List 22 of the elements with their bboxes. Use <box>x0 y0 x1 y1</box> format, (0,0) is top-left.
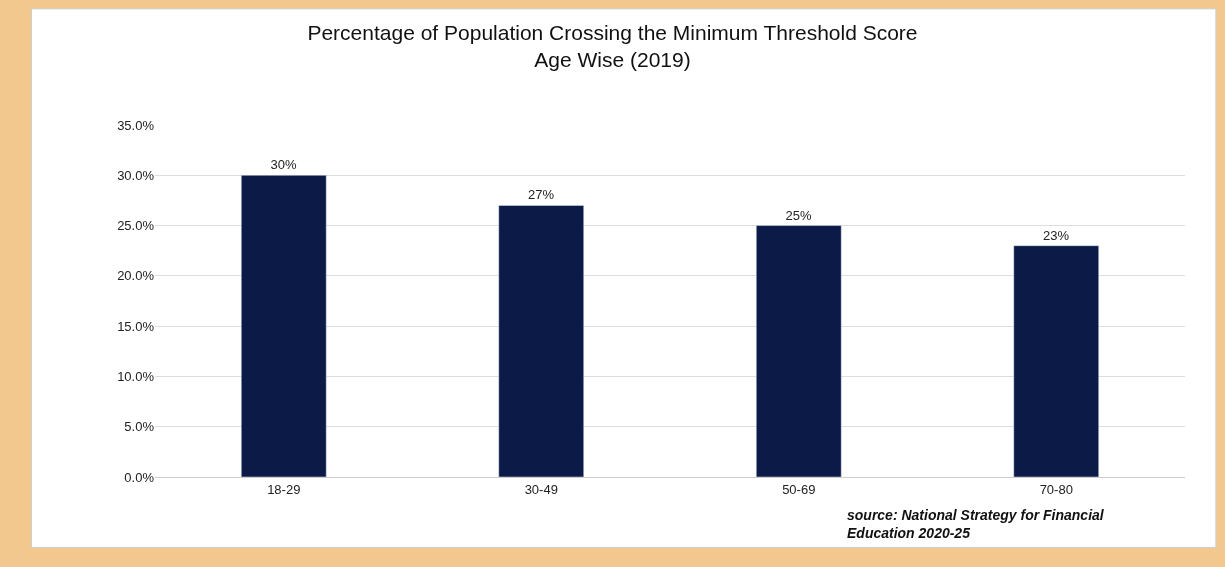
y-tick-label: 10.0% <box>117 368 155 384</box>
y-tick-label: 30.0% <box>117 167 155 183</box>
bar <box>756 225 842 477</box>
x-tick-label: 50-69 <box>782 481 816 497</box>
data-label: 30% <box>270 157 297 173</box>
y-tick-label: 15.0% <box>117 318 155 334</box>
data-label: 27% <box>528 187 555 203</box>
x-tick-label: 30-49 <box>524 481 558 497</box>
x-tick-label: 70-80 <box>1039 481 1073 497</box>
y-tick-label: 5.0% <box>124 419 155 435</box>
y-tick-label: 0.0% <box>124 469 155 485</box>
data-label: 23% <box>1043 227 1070 243</box>
data-label: 25% <box>785 207 812 223</box>
chart-title: Percentage of Population Crossing the Minimum Threshold Score Age Wise (2019) <box>307 20 918 71</box>
y-tick-label: 25.0% <box>117 218 155 234</box>
source-note: source: National Strategy for Financial Education 2020-25 <box>847 507 1105 542</box>
bar <box>498 205 584 477</box>
x-tick-label: 18-29 <box>267 481 301 497</box>
bar <box>241 175 327 477</box>
y-tick-label: 35.0% <box>117 117 155 133</box>
bar <box>1013 245 1099 477</box>
y-tick-label: 20.0% <box>117 268 155 284</box>
